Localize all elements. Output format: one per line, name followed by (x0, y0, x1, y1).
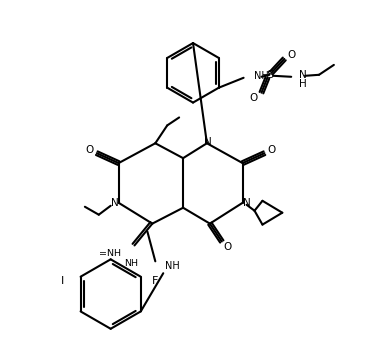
Text: =NH: =NH (99, 249, 121, 258)
Text: NH: NH (165, 261, 180, 271)
Text: I: I (61, 276, 64, 286)
Text: NH: NH (254, 71, 268, 81)
Text: N: N (111, 198, 119, 208)
Text: O: O (249, 93, 258, 103)
Text: O: O (223, 243, 232, 252)
Text: S: S (266, 70, 273, 80)
Text: O: O (287, 50, 295, 60)
Text: N: N (299, 70, 307, 80)
Text: N: N (243, 198, 250, 208)
Text: NH: NH (124, 259, 138, 268)
Text: N: N (204, 137, 212, 147)
Text: O: O (86, 145, 94, 155)
Text: O: O (267, 145, 275, 155)
Text: H: H (299, 79, 307, 89)
Text: F: F (151, 276, 158, 286)
